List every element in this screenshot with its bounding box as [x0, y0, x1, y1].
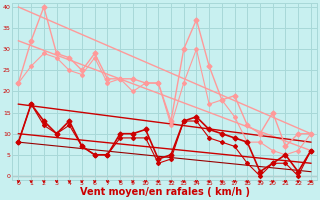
- X-axis label: Vent moyen/en rafales ( km/h ): Vent moyen/en rafales ( km/h ): [80, 187, 250, 197]
